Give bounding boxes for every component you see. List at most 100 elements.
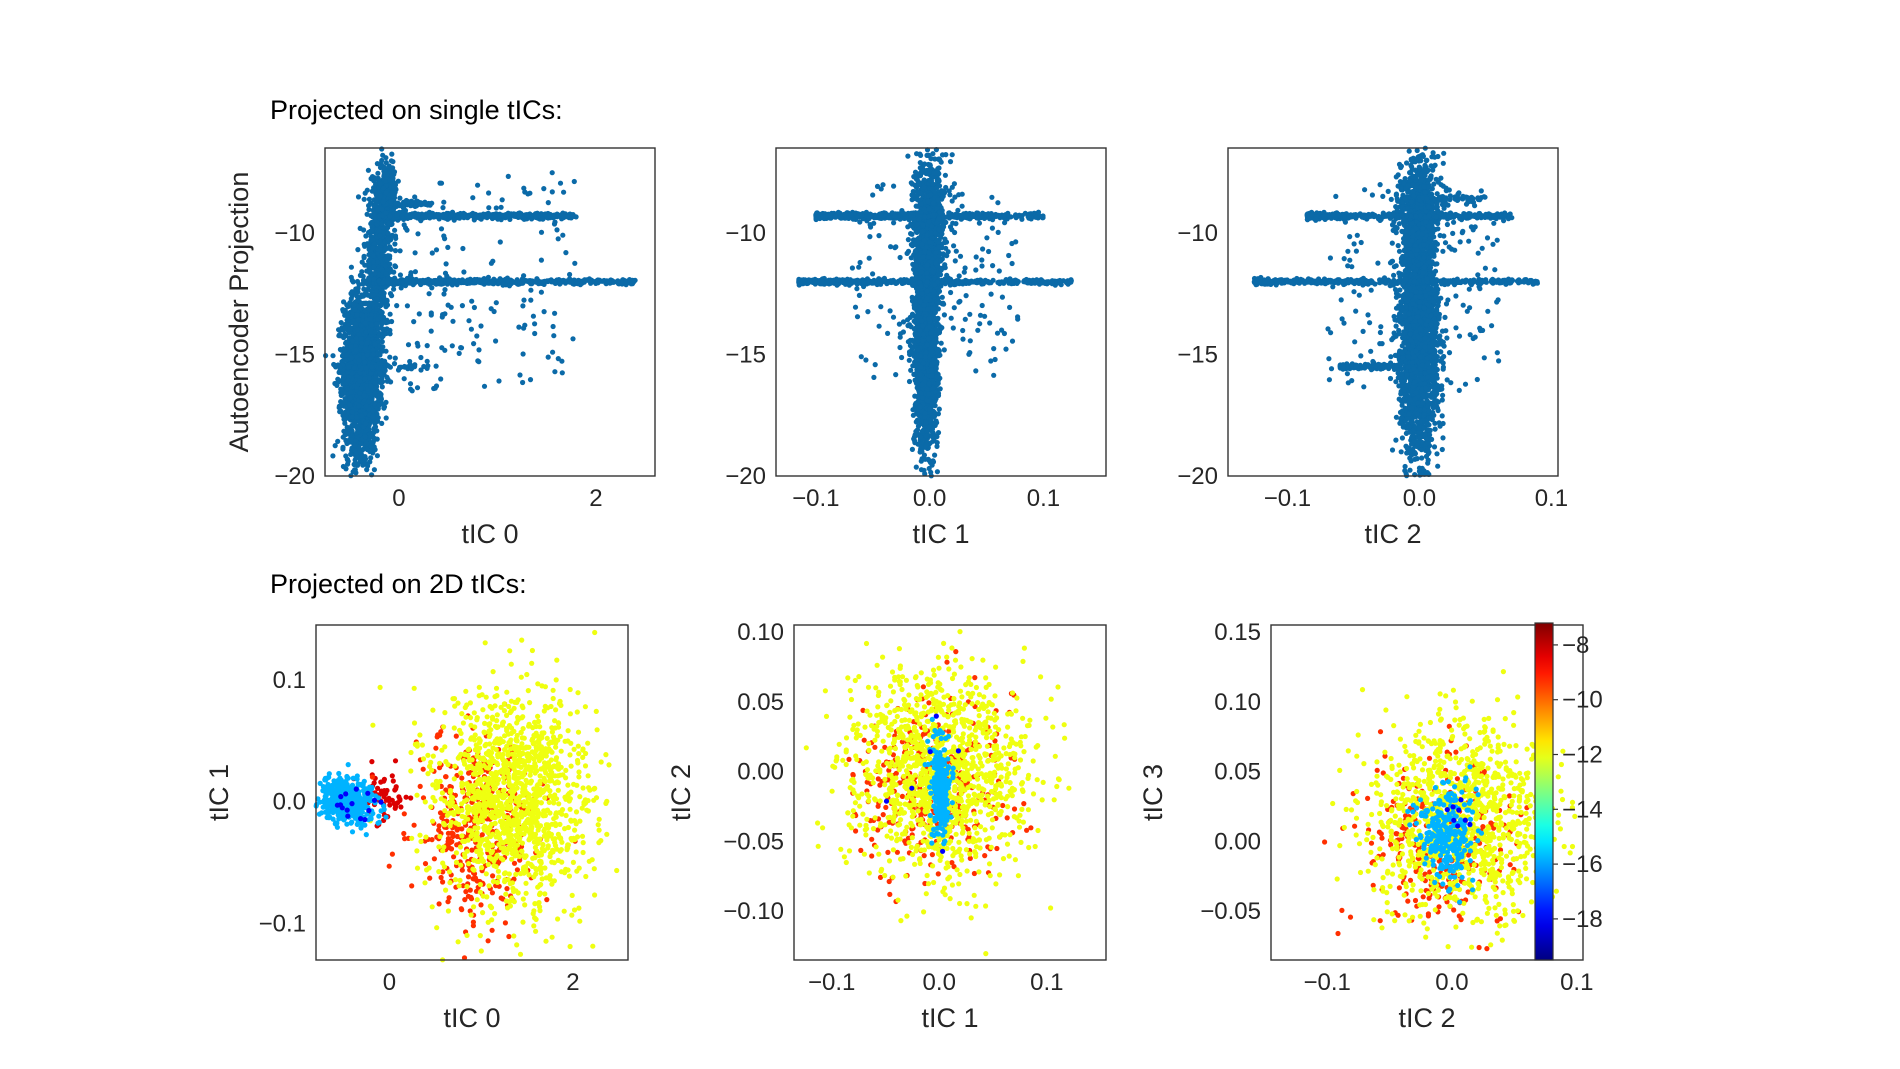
data-point (382, 320, 387, 325)
data-point (369, 434, 374, 439)
data-point (372, 392, 377, 397)
data-point (402, 365, 407, 370)
data-point (361, 278, 366, 283)
data-point (369, 228, 374, 233)
data-point (348, 452, 353, 457)
data-point (531, 314, 536, 319)
data-point (437, 181, 442, 186)
data-point (558, 181, 563, 186)
data-point (551, 279, 556, 284)
data-point (585, 278, 590, 283)
data-point (375, 357, 380, 362)
data-point (375, 453, 380, 458)
data-point (352, 365, 357, 370)
data-point (365, 341, 370, 346)
data-point (338, 387, 343, 392)
data-point (393, 201, 398, 206)
data-point (572, 261, 577, 266)
data-point (343, 466, 348, 471)
data-point (441, 200, 446, 205)
data-point (340, 400, 345, 405)
data-point (486, 275, 491, 280)
data-point (357, 391, 362, 396)
data-point (383, 190, 388, 195)
data-point (366, 168, 371, 173)
data-point (542, 309, 547, 314)
data-point (469, 299, 474, 304)
data-point (417, 311, 422, 316)
data-point (382, 165, 387, 170)
data-point (384, 415, 389, 420)
data-point (387, 238, 392, 243)
data-point (427, 291, 432, 296)
data-point (353, 451, 358, 456)
data-point (533, 214, 538, 219)
data-point (389, 199, 394, 204)
data-point (380, 335, 385, 340)
data-point (421, 214, 426, 219)
data-point (398, 272, 403, 277)
data-point (528, 377, 533, 382)
data-point (348, 437, 353, 442)
data-point (379, 207, 384, 212)
data-point (402, 376, 407, 381)
data-point (390, 190, 395, 195)
data-point (470, 195, 475, 200)
data-point (367, 307, 372, 312)
data-point (482, 384, 487, 389)
data-point (367, 375, 372, 380)
data-point (379, 146, 384, 151)
data-point (349, 296, 354, 301)
data-point (394, 303, 399, 308)
data-point (363, 456, 368, 461)
data-point (546, 355, 551, 360)
data-point (520, 380, 525, 385)
data-point (466, 318, 471, 323)
data-point (486, 205, 491, 210)
data-point (351, 302, 356, 307)
data-point (361, 287, 366, 292)
data-point (494, 205, 499, 210)
data-point (568, 279, 573, 284)
data-point (348, 395, 353, 400)
data-point (348, 344, 353, 349)
data-point (440, 205, 445, 210)
data-point (434, 247, 439, 252)
data-point (388, 178, 393, 183)
data-point (443, 271, 448, 276)
data-point (374, 198, 379, 203)
data-point (330, 453, 335, 458)
data-point (355, 247, 360, 252)
data-point (387, 355, 392, 360)
data-point (372, 467, 377, 472)
data-point (357, 358, 362, 363)
data-point (472, 277, 477, 282)
data-point (532, 331, 537, 336)
data-point (460, 303, 465, 308)
data-point (425, 359, 430, 364)
data-point (546, 200, 551, 205)
data-point (345, 312, 350, 317)
data-point (389, 152, 394, 157)
data-point (551, 324, 556, 329)
data-point (379, 302, 384, 307)
data-point (363, 421, 368, 426)
data-point (489, 306, 494, 311)
x-tick-label: 0 (392, 485, 405, 512)
data-point (542, 212, 547, 217)
data-point (570, 336, 575, 341)
data-point (408, 270, 413, 275)
data-point (465, 215, 470, 220)
data-point (388, 379, 393, 384)
data-point (362, 360, 367, 365)
data-point (438, 376, 443, 381)
data-point (445, 245, 450, 250)
data-point (506, 174, 511, 179)
data-point (441, 233, 446, 238)
data-point (532, 321, 537, 326)
data-point (382, 404, 387, 409)
data-point (341, 435, 346, 440)
data-point (362, 263, 367, 268)
data-point (594, 278, 599, 283)
